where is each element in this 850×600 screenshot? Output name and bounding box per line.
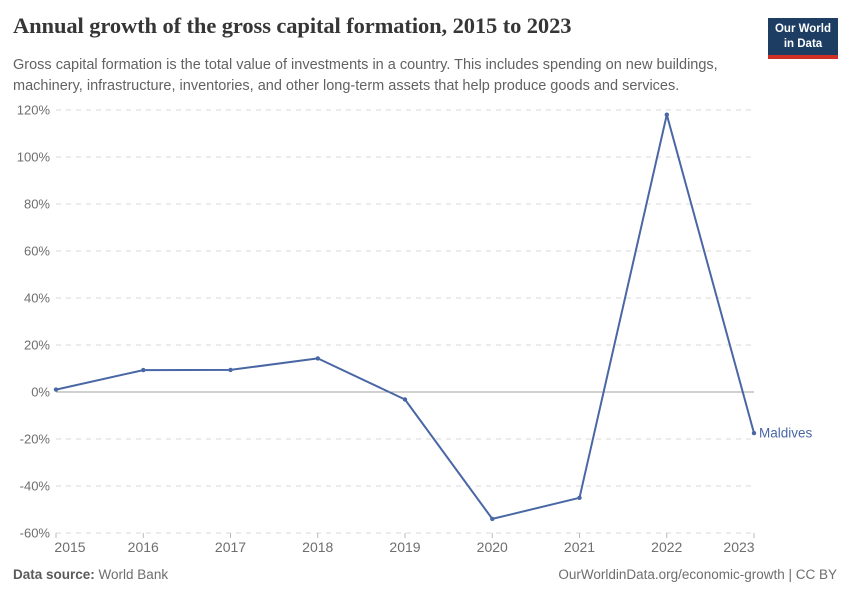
data-point-2015[interactable] — [53, 387, 59, 392]
x-axis-tick-label: 2016 — [128, 539, 159, 555]
owid-logo-line2: in Data — [783, 37, 823, 50]
owid-logo[interactable]: Our World in Data — [768, 18, 838, 59]
data-point-2019[interactable] — [402, 397, 408, 402]
owid-logo-line1: Our World — [774, 23, 831, 35]
y-axis-tick-label: -40% — [20, 479, 51, 494]
credit-divider: | — [784, 567, 796, 582]
data-source-label: Data source: — [13, 567, 95, 582]
data-point-2022[interactable] — [664, 112, 669, 117]
y-axis-tick-label: -20% — [20, 432, 51, 447]
data-point-2017[interactable] — [228, 367, 233, 373]
page-title: Annual growth of the gross capital forma… — [13, 13, 572, 38]
credit-line: OurWorldinData.org/economic-growth | CC … — [558, 566, 837, 584]
x-axis-tick-label: 2020 — [477, 539, 508, 555]
x-axis-tick-label: 2021 — [564, 539, 595, 555]
data-point-2016[interactable] — [141, 367, 146, 373]
data-source-value: World Bank — [98, 567, 169, 582]
x-axis-tick-label: 2019 — [389, 539, 420, 555]
x-axis-tick-label: 2017 — [215, 539, 246, 555]
data-point-2021[interactable] — [577, 495, 582, 500]
x-axis-tick-label: 2023 — [723, 539, 754, 555]
data-point-2020[interactable] — [490, 516, 495, 522]
x-axis-tick-label: 2022 — [651, 539, 682, 555]
y-axis-tick-label: -60% — [20, 526, 51, 541]
y-axis-tick-label: 0% — [31, 385, 50, 400]
x-axis-tick-label: 2018 — [302, 539, 333, 555]
chart-canvas[interactable]: 120% 100% 80% 60% 40% 20% 0% -20% -40% -60%2015 20… — [0, 95, 850, 560]
chart-subtitle: Gross capital formation is the total val… — [13, 57, 718, 95]
data-source: Data source: World Bank — [13, 566, 168, 584]
y-axis-tick-label: 80% — [24, 197, 50, 212]
y-axis-tick-label: 100% — [17, 150, 51, 165]
data-point-2023[interactable] — [751, 430, 757, 436]
owid-url-link[interactable]: OurWorldinData.org/economic-growth — [558, 567, 785, 582]
y-axis-tick-label: 60% — [24, 244, 50, 259]
data-point-2018[interactable] — [315, 356, 320, 361]
chart-footer: Data source: World Bank OurWorldinData.o… — [13, 566, 837, 584]
y-axis-tick-label: 120% — [17, 103, 51, 118]
x-axis-tick-label: 2015 — [54, 539, 85, 555]
y-axis-tick-label: 40% — [24, 291, 50, 306]
series-line-maldives[interactable] — [55, 113, 755, 520]
license-label: CC BY — [795, 567, 837, 582]
y-axis-tick-label: 20% — [24, 338, 50, 353]
series-label-maldives[interactable]: Maldives — [759, 426, 813, 441]
